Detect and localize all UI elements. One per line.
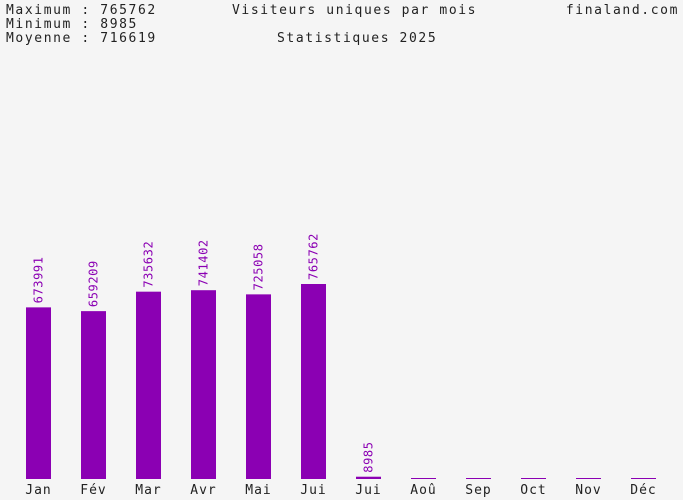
month-label-9: Sep [465, 483, 491, 498]
month-label-4: Avr [190, 483, 216, 498]
month-label-7: Jui [355, 483, 381, 498]
stat-maximum: Maximum : 765762 [6, 3, 157, 18]
chart-subtitle: Statistiques 2025 [277, 31, 438, 46]
bar-6 [301, 284, 326, 479]
bar-12 [631, 478, 656, 479]
month-label-11: Nov [575, 483, 601, 498]
month-label-6: Jui [300, 483, 326, 498]
month-label-10: Oct [520, 483, 546, 498]
month-label-2: Fév [80, 483, 106, 498]
bar-10 [521, 478, 546, 479]
month-label-3: Mar [135, 483, 161, 498]
bar-3 [136, 291, 161, 479]
stat-minimum: Minimum : 8985 [6, 17, 138, 32]
bar-5 [246, 294, 271, 479]
data-label-4: 741402 [197, 239, 211, 286]
bar-4 [191, 290, 216, 479]
month-label-1: Jan [25, 483, 51, 498]
bar-9 [466, 478, 491, 479]
data-label-7: 8985 [362, 441, 376, 472]
data-label-6: 765762 [307, 233, 321, 280]
data-label-1: 673991 [32, 256, 46, 303]
bar-8 [411, 478, 436, 479]
data-label-3: 735632 [142, 241, 156, 288]
bar-1 [26, 307, 51, 479]
data-label-2: 659209 [87, 260, 101, 307]
month-label-5: Mai [245, 483, 271, 498]
month-label-8: Aoû [410, 483, 436, 498]
bar-7 [356, 476, 381, 479]
bar-11 [576, 478, 601, 479]
month-label-12: Déc [630, 483, 656, 498]
stat-average: Moyenne : 716619 [6, 31, 157, 46]
site-name: finaland.com [565, 3, 679, 18]
chart-title: Visiteurs uniques par mois [232, 3, 478, 18]
data-label-5: 725058 [252, 243, 266, 290]
bar-2 [81, 311, 106, 479]
